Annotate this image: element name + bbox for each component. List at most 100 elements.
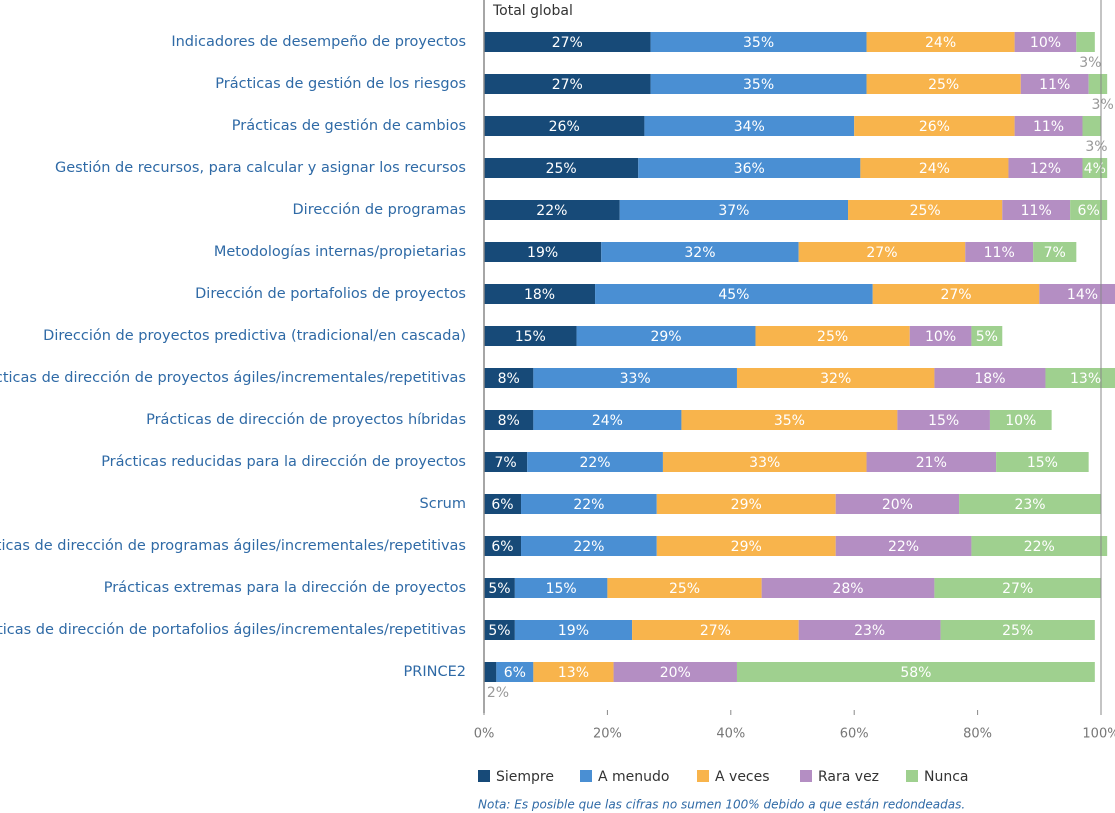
bar-segment <box>940 620 1095 640</box>
data-label: 25% <box>1002 623 1033 639</box>
data-label: 22% <box>579 455 610 471</box>
bar-segment <box>989 410 1052 430</box>
bar-segment <box>484 662 497 682</box>
bar-segment <box>835 536 972 556</box>
data-label: 11% <box>984 245 1015 261</box>
bar-segment <box>484 200 620 220</box>
bar-segment <box>484 242 602 262</box>
category-label: Prácticas extremas para la dirección de … <box>104 580 466 596</box>
data-label: 27% <box>552 77 583 93</box>
bar-segment <box>644 116 855 136</box>
bar-segment <box>607 578 762 598</box>
data-label: 18% <box>974 371 1005 387</box>
data-label: 33% <box>620 371 651 387</box>
bar-segment <box>1076 32 1095 52</box>
data-label: 13% <box>558 665 589 681</box>
category-label: Prácticas de dirección de programas ágil… <box>0 538 466 554</box>
data-label: 12% <box>1030 161 1061 177</box>
bar-segment <box>514 620 633 640</box>
data-label: 24% <box>592 413 623 429</box>
data-label: 25% <box>669 581 700 597</box>
bar-segment <box>934 368 1046 388</box>
data-label: 24% <box>925 35 956 51</box>
data-label: 8% <box>498 413 520 429</box>
bar-segment <box>484 116 645 136</box>
bar-segment <box>484 452 528 472</box>
data-label: 36% <box>734 161 765 177</box>
bar-segment <box>860 158 1009 178</box>
bar-segment <box>619 200 849 220</box>
data-label: 5% <box>488 623 510 639</box>
data-label: 34% <box>734 119 765 135</box>
bar-segment <box>996 452 1089 472</box>
category-label: Prácticas de gestión de los riesgos <box>215 76 466 92</box>
legend-swatch <box>478 770 490 782</box>
bar-segment <box>484 158 639 178</box>
x-tick-label: 20% <box>593 727 622 742</box>
legend-label: Nunca <box>924 769 969 785</box>
data-label: 29% <box>731 539 762 555</box>
bar-segment <box>1039 284 1115 304</box>
data-label: 4% <box>1084 161 1106 177</box>
bar-segment <box>934 578 1101 598</box>
bar-segment <box>755 326 910 346</box>
bar-segment <box>484 74 651 94</box>
data-label: 14% <box>1067 287 1098 303</box>
bar-segment <box>1020 74 1089 94</box>
bar-segment <box>872 284 1040 304</box>
bar-segment <box>521 494 657 514</box>
data-label: 37% <box>718 203 749 219</box>
data-label: 25% <box>546 161 577 177</box>
bar-segment <box>662 452 867 472</box>
data-label: 20% <box>882 497 913 513</box>
bar-segment <box>484 578 515 598</box>
bar-segment <box>897 410 990 430</box>
data-label: 15% <box>546 581 577 597</box>
data-label: 22% <box>888 539 919 555</box>
bar-segment <box>848 200 1003 220</box>
chart-title: Total global <box>492 3 573 19</box>
bar-segment <box>533 662 614 682</box>
x-tick-label: 100% <box>1082 727 1115 742</box>
category-label: Prácticas reducidas para la dirección de… <box>101 454 466 470</box>
data-label: 24% <box>919 161 950 177</box>
data-label: 20% <box>660 665 691 681</box>
data-label: 26% <box>549 119 580 135</box>
data-label: 25% <box>928 77 959 93</box>
bar-segment <box>484 32 651 52</box>
data-label: 6% <box>504 665 526 681</box>
bar-segment <box>866 74 1021 94</box>
bar-segment <box>484 536 522 556</box>
bar-segment <box>1033 242 1077 262</box>
bar-segment <box>866 32 1015 52</box>
bar-segment <box>484 284 596 304</box>
data-label: 25% <box>817 329 848 345</box>
data-label: 32% <box>820 371 851 387</box>
bar-segment <box>484 326 577 346</box>
bar-segment <box>971 536 1108 556</box>
data-label: 7% <box>1044 245 1066 261</box>
bar-segment <box>521 536 657 556</box>
bar-segment <box>854 116 1015 136</box>
data-label: 15% <box>1027 455 1058 471</box>
data-label: 27% <box>552 35 583 51</box>
category-label: Scrum <box>420 496 466 512</box>
category-label: Gestión de recursos, para calcular y asi… <box>55 160 466 176</box>
data-label: 58% <box>900 665 931 681</box>
data-label: 7% <box>494 455 516 471</box>
data-label: 15% <box>515 329 546 345</box>
bar-segment <box>1070 200 1108 220</box>
bar-segment <box>798 620 941 640</box>
data-label: 10% <box>925 329 956 345</box>
data-label: 10% <box>1030 35 1061 51</box>
data-label: 28% <box>832 581 863 597</box>
bar-segment <box>736 662 1095 682</box>
bar-segment <box>656 536 836 556</box>
x-tick-label: 60% <box>840 727 869 742</box>
data-label: 19% <box>527 245 558 261</box>
legend-swatch <box>800 770 812 782</box>
data-label: 15% <box>928 413 959 429</box>
bar-segment <box>632 620 799 640</box>
bar-segment <box>1002 200 1071 220</box>
